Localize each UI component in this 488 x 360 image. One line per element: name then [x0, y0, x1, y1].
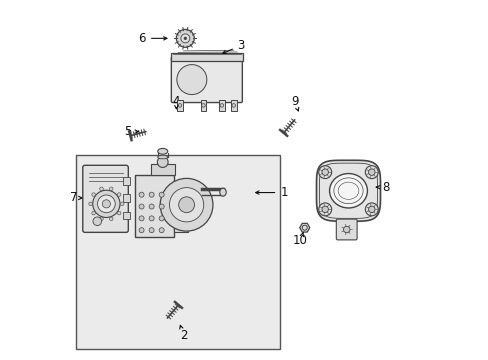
- Circle shape: [149, 216, 154, 221]
- Ellipse shape: [219, 188, 226, 196]
- Circle shape: [176, 30, 194, 47]
- Bar: [123, 177, 129, 185]
- Circle shape: [343, 226, 349, 233]
- Circle shape: [159, 204, 164, 209]
- Bar: [150, 164, 174, 175]
- Circle shape: [117, 211, 121, 215]
- Circle shape: [181, 34, 189, 43]
- Circle shape: [159, 228, 164, 233]
- Text: 10: 10: [292, 234, 307, 247]
- Circle shape: [318, 203, 331, 216]
- Circle shape: [177, 64, 206, 95]
- Circle shape: [231, 104, 235, 107]
- Circle shape: [159, 192, 164, 197]
- Bar: [123, 212, 129, 220]
- Circle shape: [102, 200, 110, 208]
- Circle shape: [149, 192, 154, 197]
- Circle shape: [321, 169, 328, 175]
- Bar: [171, 53, 242, 61]
- Text: 2: 2: [180, 329, 187, 342]
- Circle shape: [149, 228, 154, 233]
- Polygon shape: [299, 223, 309, 232]
- Circle shape: [157, 157, 168, 167]
- Bar: [230, 100, 236, 111]
- Bar: [174, 185, 187, 232]
- Text: 6: 6: [138, 32, 146, 45]
- Ellipse shape: [329, 174, 366, 208]
- Text: 4: 4: [172, 95, 180, 108]
- Circle shape: [89, 202, 92, 206]
- Bar: [123, 194, 129, 202]
- FancyBboxPatch shape: [336, 219, 356, 240]
- Text: 8: 8: [382, 181, 389, 194]
- Circle shape: [117, 193, 121, 196]
- Circle shape: [93, 217, 102, 226]
- Circle shape: [149, 204, 154, 209]
- Circle shape: [92, 211, 95, 215]
- Circle shape: [201, 104, 205, 107]
- Circle shape: [368, 206, 374, 213]
- Circle shape: [318, 166, 331, 179]
- Circle shape: [100, 187, 103, 191]
- Circle shape: [159, 216, 164, 221]
- Circle shape: [220, 104, 223, 107]
- FancyBboxPatch shape: [82, 165, 128, 232]
- Circle shape: [139, 216, 144, 221]
- Circle shape: [139, 204, 144, 209]
- Circle shape: [365, 166, 378, 179]
- Circle shape: [178, 197, 194, 213]
- Text: 3: 3: [237, 39, 244, 52]
- Circle shape: [93, 190, 120, 217]
- Text: 1: 1: [280, 186, 287, 199]
- Bar: [76, 155, 280, 348]
- Bar: [200, 100, 206, 111]
- Bar: [177, 100, 183, 111]
- Circle shape: [178, 104, 182, 107]
- Polygon shape: [316, 160, 380, 221]
- Ellipse shape: [158, 148, 167, 154]
- Circle shape: [183, 37, 186, 40]
- Circle shape: [169, 188, 203, 222]
- Circle shape: [109, 187, 113, 191]
- Text: 9: 9: [290, 95, 298, 108]
- Circle shape: [365, 203, 378, 216]
- Bar: [219, 100, 224, 111]
- Circle shape: [100, 217, 103, 221]
- Circle shape: [160, 179, 212, 231]
- FancyBboxPatch shape: [171, 57, 242, 103]
- Circle shape: [120, 202, 123, 206]
- Polygon shape: [319, 163, 377, 219]
- Circle shape: [321, 206, 328, 213]
- Circle shape: [368, 169, 374, 175]
- Circle shape: [92, 193, 95, 196]
- Bar: [135, 175, 174, 237]
- Text: 7: 7: [70, 192, 78, 204]
- Circle shape: [139, 228, 144, 233]
- Circle shape: [109, 217, 113, 221]
- Circle shape: [97, 195, 115, 213]
- Text: 5: 5: [124, 125, 131, 138]
- Circle shape: [139, 192, 144, 197]
- Ellipse shape: [158, 155, 167, 159]
